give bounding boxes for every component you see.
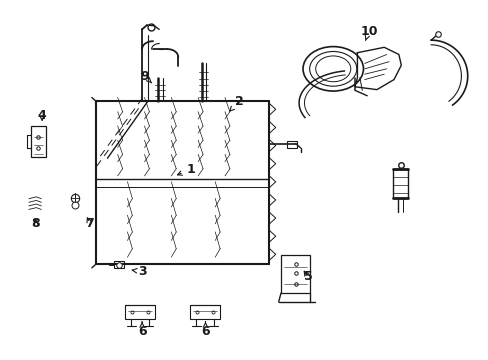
Text: 3: 3 xyxy=(132,265,146,278)
Bar xyxy=(189,305,220,319)
Text: 6: 6 xyxy=(138,322,146,338)
Bar xyxy=(287,141,297,148)
Text: 5: 5 xyxy=(303,270,312,283)
Bar xyxy=(125,305,155,319)
Bar xyxy=(114,261,123,268)
Text: 9: 9 xyxy=(140,69,151,83)
Text: 1: 1 xyxy=(177,163,195,176)
Bar xyxy=(392,169,407,198)
Text: 10: 10 xyxy=(359,25,377,40)
Bar xyxy=(31,126,45,157)
Text: 6: 6 xyxy=(201,322,209,338)
Bar xyxy=(281,255,310,293)
Text: 4: 4 xyxy=(38,109,46,122)
Text: 2: 2 xyxy=(229,95,244,111)
Text: 7: 7 xyxy=(85,216,94,230)
Text: 8: 8 xyxy=(31,216,40,230)
